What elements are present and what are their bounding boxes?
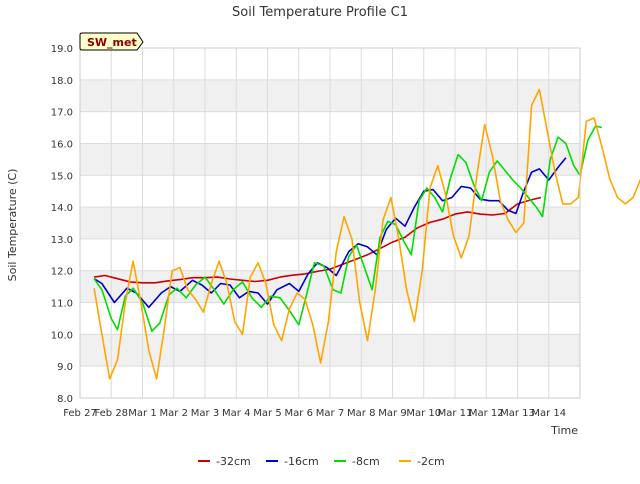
plot-grid [79, 47, 580, 399]
y-tick-label: 15.0 [51, 171, 73, 182]
y-axis-label: Soil Temperature (C) [6, 169, 19, 282]
series-line-2cm [93, 88, 640, 380]
y-tick-label: 19.0 [51, 44, 73, 55]
x-tick-label: Feb 27 [63, 408, 97, 419]
x-tick-label: Mar 12 [469, 408, 504, 419]
y-tick-label: 8.0 [57, 394, 73, 405]
y-tick-label: 10.0 [51, 330, 73, 341]
x-tick-label: Mar 14 [531, 408, 566, 419]
plot-series [93, 88, 640, 380]
x-axis-label: Time [550, 424, 578, 437]
station-tag-box [79, 32, 144, 51]
legend-label: -2cm [417, 455, 445, 468]
series-line-16cm [93, 157, 567, 309]
y-tick-label: 17.0 [51, 108, 73, 119]
y-tick-label: 12.0 [51, 267, 73, 278]
y-tick-label: 18.0 [51, 76, 73, 87]
legend: -32cm -16cm -8cm -2cm [198, 455, 445, 468]
x-tick-label: Mar 7 [316, 408, 344, 419]
y-tick-label: 16.0 [51, 139, 73, 150]
x-tick-label: Mar 8 [347, 408, 375, 419]
x-tick-label: Mar 5 [253, 408, 281, 419]
x-tick-label: Mar 2 [160, 408, 188, 419]
legend-label: -16cm [284, 455, 319, 468]
x-tick-label: Mar 4 [222, 408, 250, 419]
x-tick-label: Mar 9 [378, 408, 406, 419]
x-tick-label: Mar 13 [500, 408, 535, 419]
legend-label: -8cm [352, 455, 380, 468]
legend-label: -32cm [216, 455, 251, 468]
y-tick-label: 13.0 [51, 235, 73, 246]
x-tick-label: Mar 6 [285, 408, 313, 419]
y-tick-label: 11.0 [51, 299, 73, 310]
y-tick-labels: 8.0 9.0 10.0 11.0 12.0 13.0 14.0 15.0 16.0 17.0 18… [51, 44, 73, 405]
y-tick-label: 14.0 [51, 203, 73, 214]
plot-frame [79, 47, 581, 399]
x-tick-label: Mar 1 [128, 408, 156, 419]
y-tick-label: 9.0 [57, 362, 73, 373]
x-tick-label: Feb 28 [94, 408, 128, 419]
x-tick-label: Mar 11 [438, 408, 473, 419]
x-tick-label: Mar 10 [406, 408, 441, 419]
station-tag: SW_met [79, 32, 144, 51]
station-tag-label: SW_met [87, 36, 137, 49]
series-line-32cm [93, 196, 542, 284]
x-tick-label: Mar 3 [191, 408, 219, 419]
chart-title: Soil Temperature Profile C1 [232, 5, 408, 20]
